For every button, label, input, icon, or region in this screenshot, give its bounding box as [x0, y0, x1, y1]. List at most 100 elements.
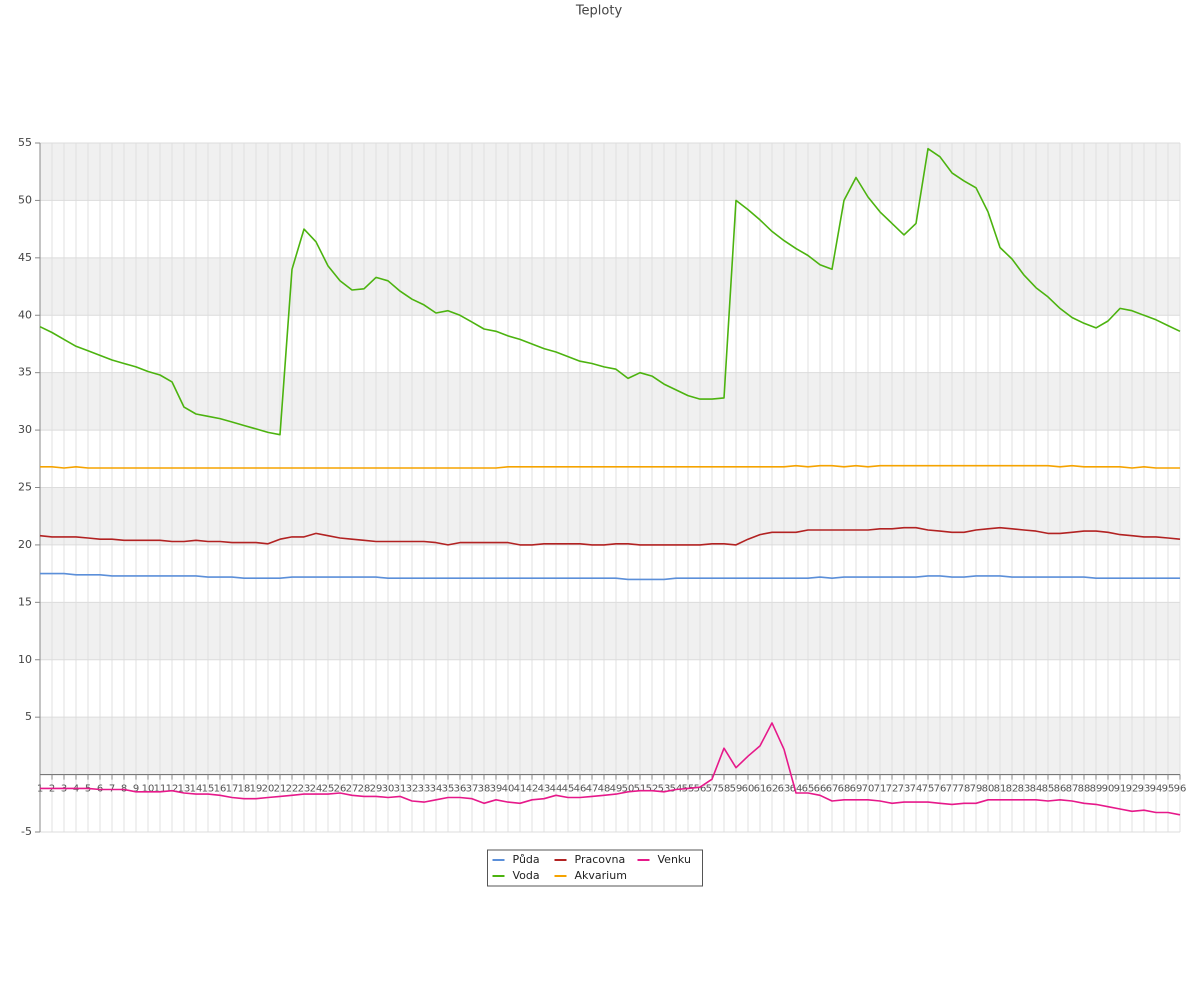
x-tick-label: 27: [346, 784, 359, 795]
x-tick-label: 31: [394, 784, 407, 795]
x-tick-label: 11: [154, 784, 167, 795]
x-tick-label: 33: [418, 784, 431, 795]
x-tick-label: 48: [598, 784, 611, 795]
x-tick-label: 13: [178, 784, 191, 795]
x-tick-label: 36: [454, 784, 467, 795]
x-tick-label: 22: [286, 784, 299, 795]
y-tick-label: 15: [18, 595, 32, 608]
x-tick-label: 38: [478, 784, 491, 795]
legend-label: Akvarium: [575, 869, 627, 882]
x-tick-label: 28: [358, 784, 371, 795]
x-tick-label: 75: [922, 784, 935, 795]
x-tick-label: 26: [334, 784, 347, 795]
x-tick-label: 20: [262, 784, 275, 795]
x-tick-label: 9: [133, 784, 139, 795]
x-tick-label: 44: [550, 784, 563, 795]
x-tick-label: 72: [886, 784, 899, 795]
x-tick-label: 34: [430, 784, 443, 795]
y-tick-label: 40: [18, 308, 32, 321]
x-tick-label: 78: [958, 784, 971, 795]
y-tick-label: 5: [25, 710, 32, 723]
x-tick-label: 90: [1102, 784, 1115, 795]
y-tick-label: 55: [18, 136, 32, 149]
x-tick-label: 86: [1054, 784, 1067, 795]
x-tick-label: 74: [910, 784, 923, 795]
x-tick-label: 62: [766, 784, 779, 795]
legend-label: Voda: [513, 869, 540, 882]
x-tick-label: 42: [526, 784, 539, 795]
x-tick-label: 88: [1078, 784, 1091, 795]
x-tick-label: 79: [970, 784, 983, 795]
x-tick-label: 87: [1066, 784, 1079, 795]
x-tick-label: 41: [514, 784, 527, 795]
grid-band: [40, 602, 1180, 660]
x-tick-label: 96: [1174, 784, 1187, 795]
x-tick-label: 39: [490, 784, 503, 795]
y-tick-label: 45: [18, 251, 32, 264]
x-tick-label: 10: [142, 784, 155, 795]
grid-band: [40, 372, 1180, 431]
x-tick-label: 73: [898, 784, 911, 795]
x-tick-label: 89: [1090, 784, 1103, 795]
x-tick-label: 77: [946, 784, 959, 795]
x-tick-label: 32: [406, 784, 419, 795]
x-tick-label: 56: [694, 784, 707, 795]
x-tick-label: 93: [1138, 784, 1151, 795]
x-tick-label: 51: [634, 784, 647, 795]
x-tick-label: 23: [298, 784, 311, 795]
series-line: [40, 572, 1180, 581]
x-tick-label: 21: [274, 784, 287, 795]
x-tick-label: 40: [502, 784, 515, 795]
x-tick-label: 84: [1030, 784, 1043, 795]
x-tick-label: 24: [310, 784, 323, 795]
x-tick-label: 29: [370, 784, 383, 795]
legend-label: Půda: [513, 853, 540, 866]
x-tick-label: 64: [790, 784, 803, 795]
x-tick-label: 57: [706, 784, 719, 795]
x-tick-label: 68: [838, 784, 851, 795]
x-tick-label: 58: [718, 784, 731, 795]
x-tick-label: 63: [778, 784, 791, 795]
x-tick-label: 46: [574, 784, 587, 795]
x-tick-label: 59: [730, 784, 743, 795]
y-tick-label: 30: [18, 423, 32, 436]
x-tick-label: 37: [466, 784, 479, 795]
x-tick-label: 30: [382, 784, 395, 795]
y-tick-label: 25: [18, 481, 32, 494]
grid-band: [40, 717, 1180, 775]
x-tick-label: 61: [754, 784, 767, 795]
x-tick-label: 15: [202, 784, 215, 795]
x-tick-label: 83: [1018, 784, 1031, 795]
x-tick-label: 45: [562, 784, 575, 795]
x-tick-label: 14: [190, 784, 203, 795]
x-tick-label: 50: [622, 784, 635, 795]
x-tick-label: 67: [826, 784, 839, 795]
x-tick-label: 16: [214, 784, 227, 795]
x-tick-label: 35: [442, 784, 455, 795]
x-tick-label: 43: [538, 784, 551, 795]
legend-label: Pracovna: [575, 853, 626, 866]
x-tick-label: 70: [862, 784, 875, 795]
x-tick-label: 80: [982, 784, 995, 795]
grid-band: [40, 257, 1180, 316]
x-tick-label: 12: [166, 784, 179, 795]
y-tick-label: 20: [18, 538, 32, 551]
series-line: [39, 526, 1181, 546]
x-tick-label: 53: [658, 784, 671, 795]
x-tick-label: 17: [226, 784, 239, 795]
x-tick-label: 69: [850, 784, 863, 795]
y-tick-label: 10: [18, 653, 32, 666]
y-tick-label: -5: [21, 825, 32, 838]
y-tick-label: 50: [18, 193, 32, 206]
x-tick-label: 81: [994, 784, 1007, 795]
x-tick-label: 18: [238, 784, 251, 795]
x-tick-label: 47: [586, 784, 599, 795]
x-tick-label: 92: [1126, 784, 1139, 795]
legend-label: Venku: [658, 853, 691, 866]
legend-box: [487, 849, 703, 887]
x-tick-label: 25: [322, 784, 335, 795]
x-tick-label: 65: [802, 784, 815, 795]
x-tick-label: 52: [646, 784, 659, 795]
